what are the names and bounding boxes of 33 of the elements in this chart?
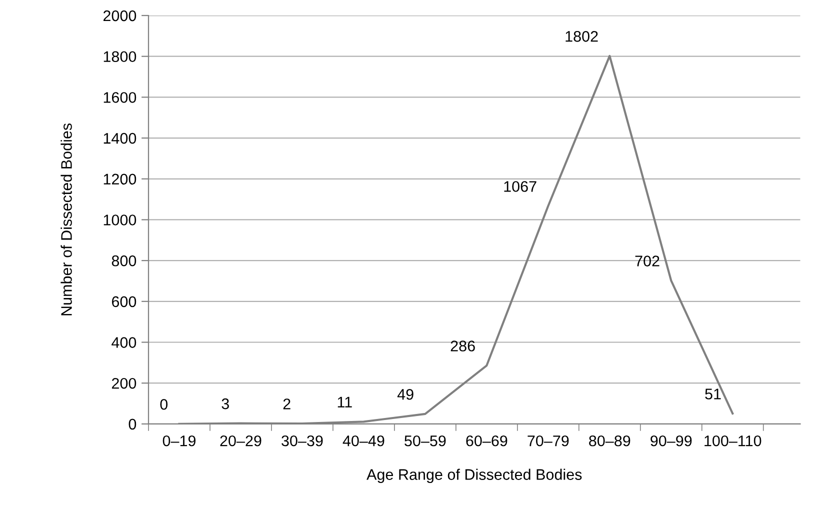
x-tick-label: 40–49 [342,435,384,446]
y-tick-label: 0 [128,418,136,430]
y-tick-label: 1600 [104,92,136,103]
x-tick-label: 0–19 [162,435,196,446]
y-tick-label: 1800 [104,51,136,62]
x-tick-label: 60–69 [466,435,508,446]
x-tick-label: 90–99 [650,435,692,446]
y-tick-label: 1000 [104,214,136,226]
y-tick-label: 800 [112,255,136,266]
data-label: 0 [160,398,168,410]
y-tick-label: 2000 [103,10,136,22]
x-tick-label: 30–39 [282,435,323,446]
data-label: 51 [705,388,721,400]
data-label: 49 [397,388,414,400]
data-label: 286 [450,340,475,352]
x-tick-label: 20–29 [220,435,262,446]
y-tick-label: 1200 [104,174,136,185]
data-label: 3 [222,398,229,410]
x-tick-label: 100–110 [704,435,762,446]
x-tick-label: 80–89 [589,435,630,446]
data-label: 702 [635,256,660,266]
x-tick-label: 50–59 [404,435,446,446]
data-label: 1802 [566,30,598,42]
data-label: 2 [283,398,290,410]
data-label: 11 [338,396,352,408]
y-tick-label: 600 [112,296,136,308]
y-tick-label: 200 [112,378,136,389]
x-tick-label: 70–79 [528,435,569,446]
x-axis-title: Age Range of Dissected Bodies [366,468,582,483]
y-tick-label: 1400 [104,132,136,144]
y-tick-label: 400 [112,337,136,348]
data-label: 1067 [504,181,536,192]
y-axis-title: Number of Dissected Bodies [60,123,72,316]
